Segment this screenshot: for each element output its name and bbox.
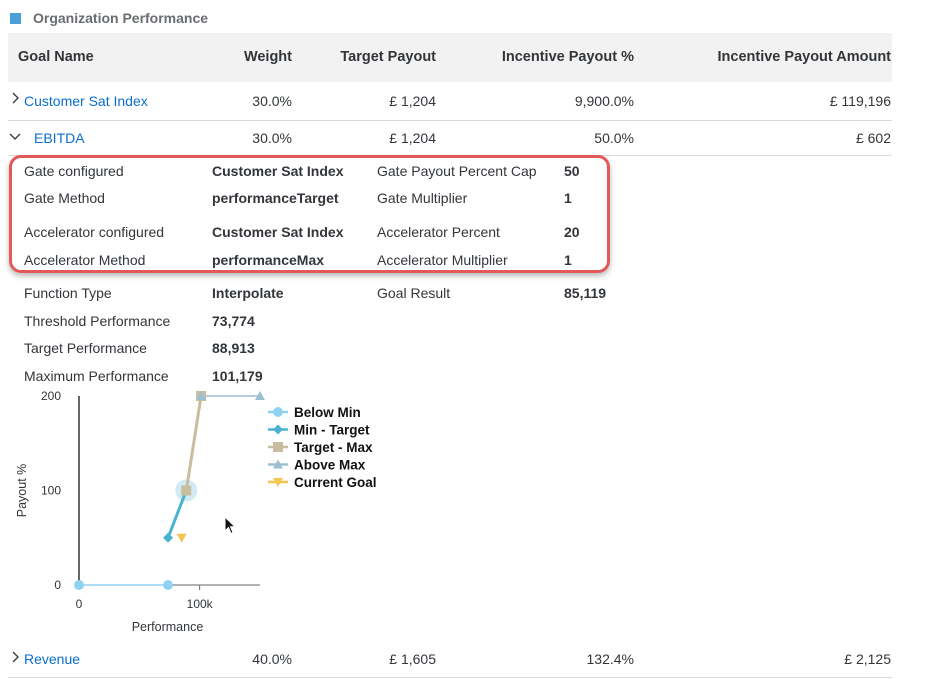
accelerator-configured-label: Accelerator configured [24, 224, 165, 240]
chevron-right-icon[interactable] [8, 651, 22, 666]
accelerator-multiplier-label: Accelerator Multiplier [377, 252, 508, 268]
column-header-weight[interactable]: Weight [243, 49, 292, 65]
accelerator-method-label: Accelerator Method [24, 252, 146, 268]
gate-multiplier-label: Gate Multiplier [377, 190, 468, 206]
section-title: Organization Performance [33, 10, 209, 26]
column-header-incentive-payout-pct[interactable]: Incentive Payout % [501, 49, 634, 65]
accelerator-method-value: performanceMax [212, 252, 325, 268]
incentive-payout-amount-cell: £ 602 [855, 130, 891, 146]
threshold-performance-value: 73,774 [212, 313, 255, 329]
y-tick-label: 0 [54, 578, 61, 592]
goal-result-value: 85,119 [564, 285, 607, 301]
weight-cell: 40.0% [252, 651, 292, 667]
square-icon [10, 12, 21, 24]
legend-marker [273, 478, 283, 487]
legend-item: Below Min [294, 405, 361, 420]
weight-cell: 30.0% [252, 93, 292, 109]
chevron-down-icon[interactable] [8, 129, 22, 144]
gate-method-label: Gate Method [24, 190, 105, 206]
incentive-payout-pct-cell: 9,900.0% [574, 93, 634, 109]
accelerator-percent-label: Accelerator Percent [377, 224, 500, 240]
series-line [166, 489, 188, 539]
column-header-incentive-payout-amount[interactable]: Incentive Payout Amount [717, 49, 891, 65]
target-performance-label: Target Performance [24, 340, 147, 356]
accelerator-configured-value: Customer Sat Index [212, 224, 344, 240]
x-axis-label: Performance [132, 620, 204, 634]
target-payout-cell: £ 1,204 [389, 93, 436, 109]
goal-name-link[interactable]: EBITDA [34, 130, 85, 146]
gate-configured-value: Customer Sat Index [212, 163, 344, 179]
data-point [74, 580, 84, 590]
column-header-goal-name[interactable]: Goal Name [18, 49, 94, 65]
series-line [184, 395, 203, 491]
incentive-payout-pct-cell: 50.0% [594, 130, 634, 146]
table-header: Goal Name Weight Target Payout Incentive… [8, 33, 892, 82]
function-type-value: Interpolate [212, 285, 284, 301]
legend-marker [273, 407, 283, 417]
accelerator-percent-value: 20 [564, 224, 580, 240]
chevron-right-icon[interactable] [8, 92, 22, 107]
gate-configured-label: Gate configured [24, 163, 124, 179]
y-axis-label: Payout % [15, 464, 29, 518]
target-payout-cell: £ 1,204 [389, 130, 436, 146]
highlight-box [9, 155, 610, 273]
data-point [181, 485, 192, 496]
legend-item: Current Goal [294, 475, 377, 490]
data-point [176, 533, 187, 543]
table-row[interactable]: Revenue 40.0% £ 1,605 132.4% £ 2,125 [8, 641, 892, 678]
weight-cell: 30.0% [252, 130, 292, 146]
legend-marker [273, 459, 283, 469]
y-tick-label: 100 [41, 484, 61, 498]
legend-marker [273, 442, 283, 452]
gate-method-value: performanceTarget [212, 190, 339, 206]
gate-multiplier-value: 1 [564, 190, 572, 206]
target-payout-cell: £ 1,605 [389, 651, 436, 667]
goal-name-link[interactable]: Revenue [24, 651, 81, 667]
legend-marker [273, 424, 283, 435]
column-header-target-payout[interactable]: Target Payout [340, 49, 436, 65]
legend-item: Target - Max [294, 440, 373, 455]
data-point [163, 532, 174, 543]
function-type-label: Function Type [24, 285, 112, 301]
y-tick-label: 200 [41, 389, 61, 403]
incentive-payout-amount-cell: £ 2,125 [844, 651, 891, 667]
legend-item: Min - Target [294, 423, 370, 438]
goal-name-link[interactable]: Customer Sat Index [24, 93, 148, 109]
maximum-performance-value: 101,179 [212, 368, 263, 384]
x-tick-label: 100k [187, 597, 214, 611]
incentive-payout-amount-cell: £ 119,196 [829, 93, 891, 109]
section-header: Organization Performance [10, 8, 208, 28]
maximum-performance-label: Maximum Performance [24, 368, 169, 384]
data-point [163, 580, 174, 590]
data-point [255, 391, 265, 400]
accelerator-multiplier-value: 1 [564, 252, 572, 268]
incentive-payout-pct-cell: 132.4% [586, 651, 634, 667]
table-row[interactable]: Customer Sat Index 30.0% £ 1,204 9,900.0… [8, 82, 892, 121]
table-row[interactable]: EBITDA 30.0% £ 1,204 50.0% £ 602 [8, 121, 892, 156]
threshold-performance-label: Threshold Performance [24, 313, 171, 329]
target-performance-value: 88,913 [212, 340, 255, 356]
legend-item: Above Max [294, 458, 366, 473]
payout-chart: 0 100 200 0 100k Performance Payout % Below Min… [15, 389, 377, 634]
goal-result-label: Goal Result [377, 285, 451, 301]
gate-payout-cap-value: 50 [564, 163, 580, 179]
gate-payout-cap-label: Gate Payout Percent Cap [377, 163, 537, 179]
x-tick-label: 0 [76, 597, 83, 611]
mouse-cursor-icon [224, 516, 237, 535]
data-point [196, 391, 207, 400]
